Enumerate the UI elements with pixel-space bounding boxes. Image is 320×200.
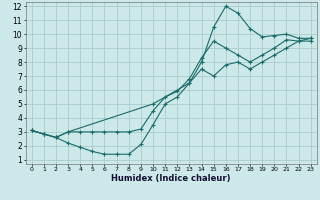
X-axis label: Humidex (Indice chaleur): Humidex (Indice chaleur): [111, 174, 231, 183]
